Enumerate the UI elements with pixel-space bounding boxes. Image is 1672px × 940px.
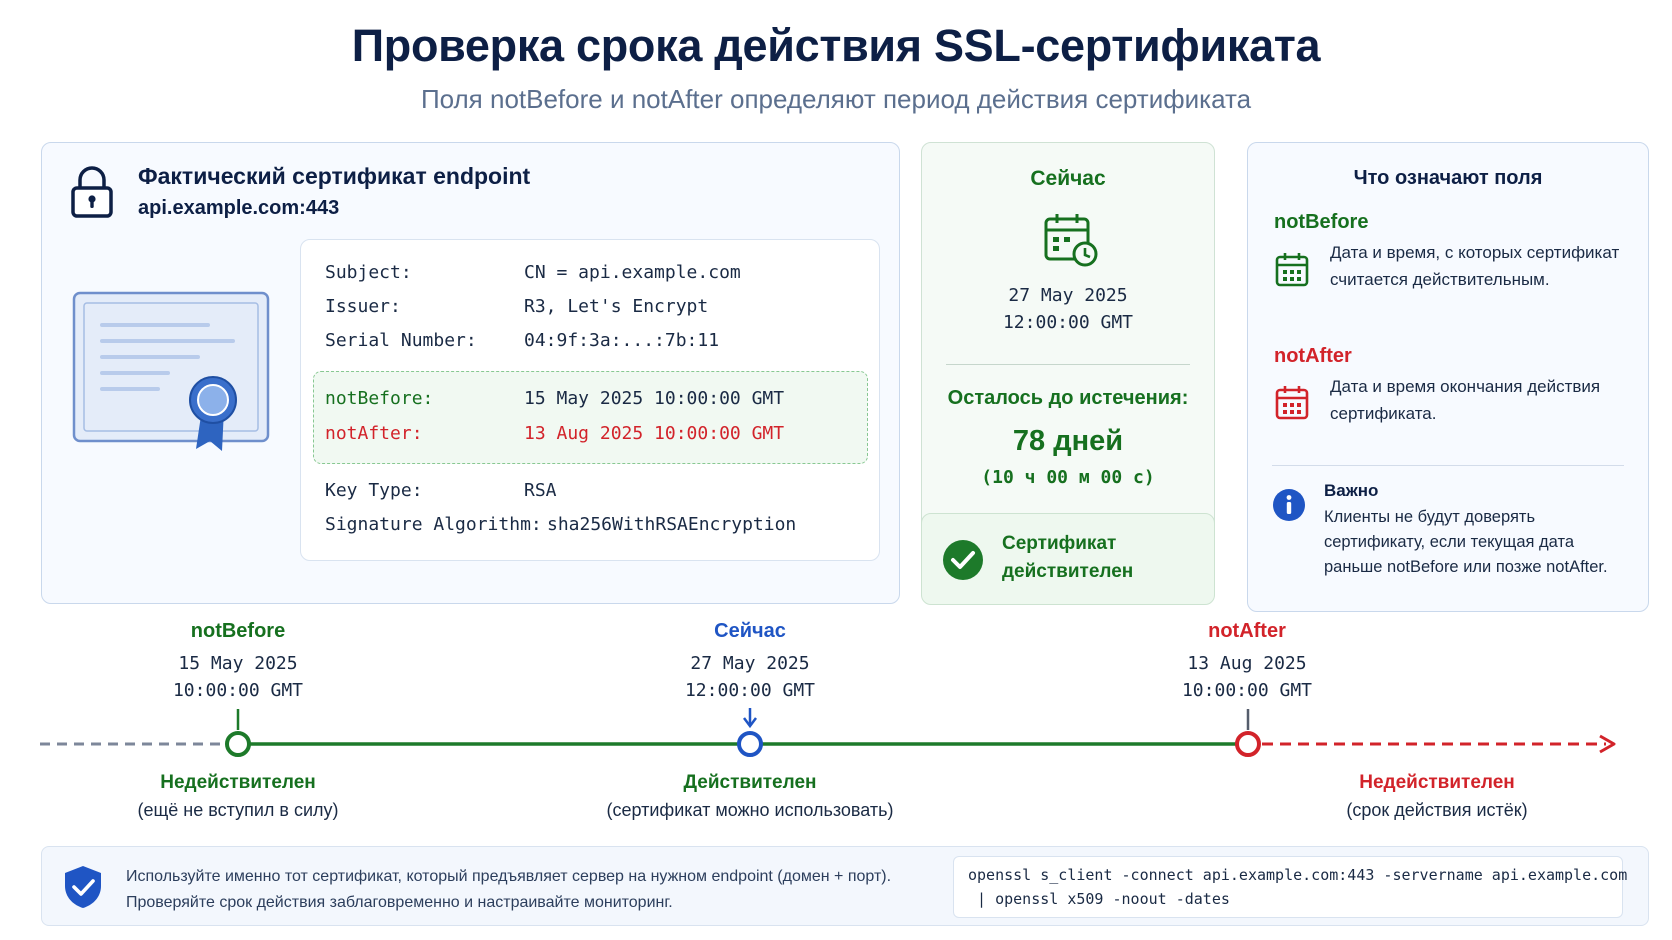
info-icon: [1272, 488, 1306, 527]
command-box: openssl s_client -connect api.example.co…: [953, 856, 1627, 918]
calendar-clock-icon: [1043, 211, 1099, 274]
notafter-value: 13 Aug 2025 10:00:00 GMT: [524, 423, 785, 444]
timeline-now-sub: (сертификат можно использовать): [606, 800, 894, 820]
timeline-now-time: 12:00:00 GMT: [684, 680, 816, 701]
footer-note: Используйте именно тот сертификат, котор…: [41, 846, 1649, 926]
notbefore-row: notBefore: 15 May 2025 10:00:00 GMT: [325, 388, 784, 409]
calendar-icon: [1275, 251, 1309, 292]
now-divider: [946, 364, 1190, 365]
notafter-label: notAfter:: [325, 423, 423, 444]
timeline-notbefore-time: 10:00:00 GMT: [172, 680, 304, 701]
now-date: 27 May 2025: [1008, 285, 1128, 306]
important-title: Важно: [1324, 481, 1379, 500]
fields-title: Что означают поля: [1353, 167, 1543, 189]
timeline-notafter-label: notAfter: [1208, 620, 1286, 642]
notbefore-field-name: notBefore: [1274, 211, 1369, 233]
timeline-now-status: Действителен: [683, 772, 817, 793]
now-arrow-head: [743, 717, 757, 729]
timeline-notbefore-status: Недействителен: [160, 772, 316, 793]
footer-text: Используйте именно тот сертификат, котор…: [126, 864, 891, 916]
command-line-1: openssl s_client -connect api.example.co…: [968, 866, 1628, 884]
sigalg-value: sha256WithRSAEncryption: [547, 514, 797, 535]
timeline-notafter-sub: (срок действия истёк): [1346, 800, 1528, 820]
issuer-row: Issuer: R3, Let's Encrypt: [325, 296, 708, 317]
timeline-arrowhead: [1599, 734, 1616, 754]
notbefore-label: notBefore:: [325, 388, 434, 409]
timeline-now-date: 27 May 2025: [690, 653, 810, 674]
subject-row: Subject: CN = api.example.com: [325, 262, 741, 283]
remaining-time: (10 ч 00 м 00 с): [981, 467, 1155, 488]
timeline-notbefore-date: 15 May 2025: [178, 653, 298, 674]
important-text: Клиенты не будут доверять сертификату, е…: [1324, 508, 1608, 576]
fields-card: Что означают поля notBefore Дата и время…: [1247, 142, 1649, 612]
serial-value: 04:9f:3a:...:7b:11: [524, 330, 720, 351]
page-subtitle: Поля notBefore и notAfter определяют пер…: [420, 84, 1252, 114]
command-line-2: | openssl x509 -noout -dates: [968, 890, 1230, 908]
fields-divider: [1272, 465, 1624, 466]
now-title: Сейчас: [1030, 167, 1106, 190]
notafter-field-desc: Дата и время окончания действия сертифик…: [1330, 377, 1601, 423]
remaining-days: 78 дней: [1012, 425, 1124, 457]
footer-line-1: Используйте именно тот сертификат, котор…: [126, 868, 892, 885]
now-card: Сейчас 27 May 2025 12:00:00 GMT Осталось…: [921, 142, 1215, 605]
valid-status-text: Сертификат действителен: [1002, 533, 1134, 582]
subject-value: CN = api.example.com: [524, 262, 741, 283]
timeline: [40, 708, 1616, 757]
now-marker: [737, 731, 763, 757]
calendar-icon: [1275, 384, 1309, 425]
notafter-marker: [1235, 731, 1261, 757]
timeline-now-label: Сейчас: [714, 620, 786, 642]
remaining-label: Осталось до истечения:: [947, 387, 1189, 409]
now-time: 12:00:00 GMT: [1002, 312, 1134, 333]
certificate-details: Subject: CN = api.example.com Issuer: R3…: [300, 239, 880, 561]
notbefore-marker: [225, 731, 251, 757]
notbefore-field-desc: Дата и время, с которых сертификат счита…: [1330, 243, 1620, 289]
validity-highlight: [313, 371, 868, 464]
lock-icon: [70, 165, 114, 224]
certificate-title: Фактический сертификат endpoint: [138, 163, 531, 189]
timeline-notbefore-label: notBefore: [190, 620, 286, 642]
serial-label: Serial Number:: [325, 330, 477, 351]
check-circle-icon: [942, 539, 984, 586]
page-title: Проверка срока действия SSL-сертификата: [351, 20, 1321, 71]
valid-status-box: Сертификат действителен: [921, 513, 1215, 605]
timeline-notbefore-sub: (ещё не вступил в силу): [137, 800, 339, 820]
keytype-value: RSA: [524, 480, 557, 501]
serial-row: Serial Number: 04:9f:3a:...:7b:11: [325, 330, 719, 351]
certificate-icon: [72, 291, 272, 461]
notafter-field-name: notAfter: [1274, 345, 1352, 367]
timeline-notafter-status: Недействителен: [1359, 772, 1515, 793]
issuer-label: Issuer:: [325, 296, 401, 317]
certificate-card: Фактический сертификат endpoint api.exam…: [41, 142, 900, 604]
issuer-value: R3, Let's Encrypt: [524, 296, 709, 317]
sigalg-label: Signature Algorithm:: [325, 514, 542, 535]
shield-check-icon: [62, 864, 104, 915]
notbefore-value: 15 May 2025 10:00:00 GMT: [524, 388, 785, 409]
timeline-notafter-time: 10:00:00 GMT: [1181, 680, 1313, 701]
subject-label: Subject:: [325, 262, 412, 283]
timeline-notafter-date: 13 Aug 2025: [1187, 653, 1307, 674]
notafter-row: notAfter: 13 Aug 2025 10:00:00 GMT: [325, 423, 784, 444]
footer-line-2: Проверяйте срок действия заблаговременно…: [126, 894, 673, 911]
endpoint-label: api.example.com:443: [138, 197, 340, 219]
keytype-row: Key Type: RSA: [325, 480, 557, 501]
keytype-label: Key Type:: [325, 480, 423, 501]
sigalg-row: Signature Algorithm: sha256WithRSAEncryp…: [325, 514, 796, 535]
